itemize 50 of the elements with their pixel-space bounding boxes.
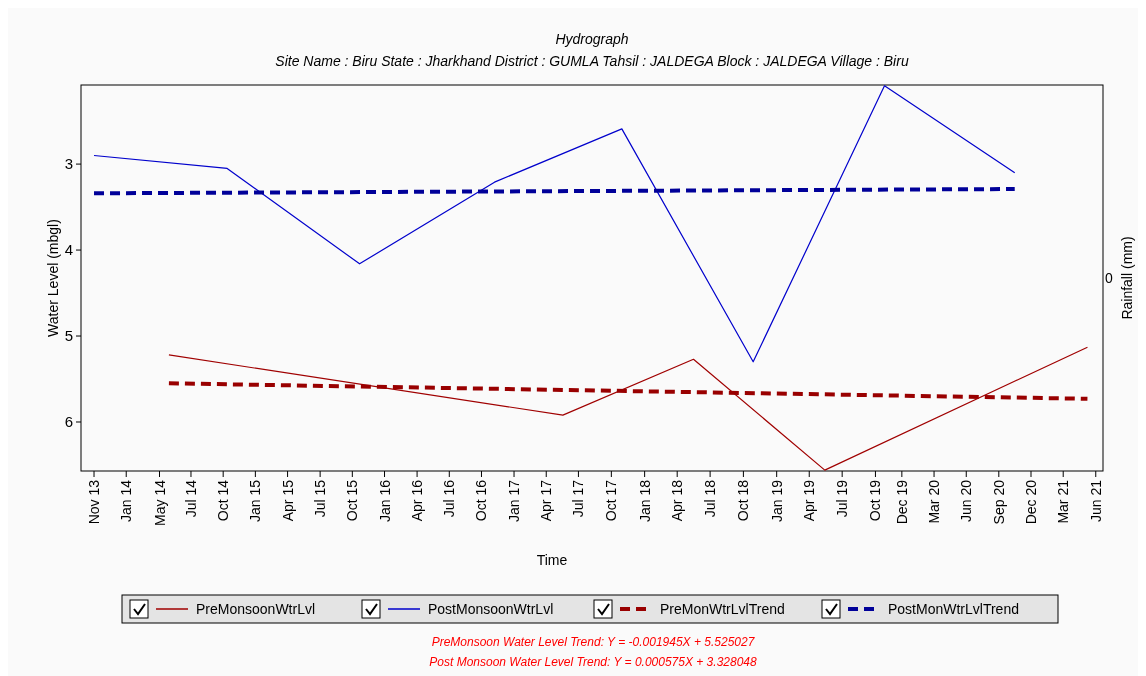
x-tick-label: Apr 17 <box>538 479 555 522</box>
x-tick-label: Jan 15 <box>247 479 264 523</box>
x-tick-label: Jan 17 <box>506 479 523 523</box>
x-tick-label: Jul 14 <box>182 479 199 518</box>
x-tick-label: Sep 20 <box>990 479 1007 525</box>
x-tick-label: Apr 15 <box>279 479 296 522</box>
legend-label: PostMonWtrLvlTrend <box>888 601 1019 617</box>
legend-label: PreMonWtrLvlTrend <box>660 601 785 617</box>
line-series <box>93 85 1016 363</box>
x-tick-label: Jul 18 <box>702 479 719 518</box>
x-tick-label: Oct 18 <box>735 479 752 522</box>
x-tick-label: Oct 16 <box>473 479 490 522</box>
x-tick-label: Dec 19 <box>893 479 910 525</box>
chart-subtitle: Site Name : Biru State : Jharkhand District : GUMLA Tahsil : JALDEGA Block : JALDEGA Village : Biru <box>275 53 909 69</box>
x-tick-label: May 14 <box>151 479 168 526</box>
x-tick-label: Jul 15 <box>312 479 329 518</box>
y2-axis-title: Rainfall (mm) <box>1119 236 1135 320</box>
y-tick-label: 4 <box>64 241 73 259</box>
x-tick-label: Oct 15 <box>344 479 361 522</box>
x-tick-label: Apr 18 <box>669 479 686 522</box>
x-tick-label: Apr 19 <box>801 479 818 522</box>
legend-label: PostMonsoonWtrLvl <box>428 601 554 617</box>
x-tick-label: Jan 14 <box>118 479 135 523</box>
y-axis-title: Water Level (mbgl) <box>45 219 61 337</box>
x-tick-label: Jun 21 <box>1087 479 1104 523</box>
x-tick-label: Jan 18 <box>636 479 653 523</box>
x-tick-label: Dec 20 <box>1023 479 1040 525</box>
x-tick-label: Oct 19 <box>867 479 884 522</box>
x-tick-label: Mar 20 <box>926 479 943 524</box>
x-tick-label: Oct 17 <box>603 479 620 522</box>
x-tick-label: Jul 16 <box>441 479 458 518</box>
chart-title: Hydrograph <box>555 31 629 47</box>
x-tick-label: Jul 17 <box>570 479 587 518</box>
text: 0 <box>1105 270 1113 286</box>
x-tick-label: Apr 16 <box>409 479 426 522</box>
line-series <box>168 346 1089 471</box>
y-tick-label: 5 <box>64 327 73 345</box>
text: Post Monsoon Water Level Trend: Y = 0.000575X + 3.328048 <box>429 655 757 669</box>
y-tick-label: 6 <box>64 413 73 430</box>
y-tick-label: 3 <box>64 155 73 173</box>
text: PreMonsoon Water Level Trend: Y = -0.001945X + 5.525027 <box>431 635 756 649</box>
x-axis-title: Time <box>536 552 568 568</box>
x-tick-label: Jun 20 <box>958 479 975 523</box>
x-tick-label: Jan 16 <box>376 479 393 523</box>
x-tick-label: Oct 14 <box>215 479 232 522</box>
x-tick-label: Jan 19 <box>768 479 785 523</box>
x-tick-label: Nov 13 <box>86 479 103 525</box>
x-tick-label: Jul 19 <box>834 479 851 518</box>
x-tick-label: Mar 21 <box>1055 479 1072 524</box>
legend-label: PreMonsoonWtrLvl <box>196 601 316 617</box>
